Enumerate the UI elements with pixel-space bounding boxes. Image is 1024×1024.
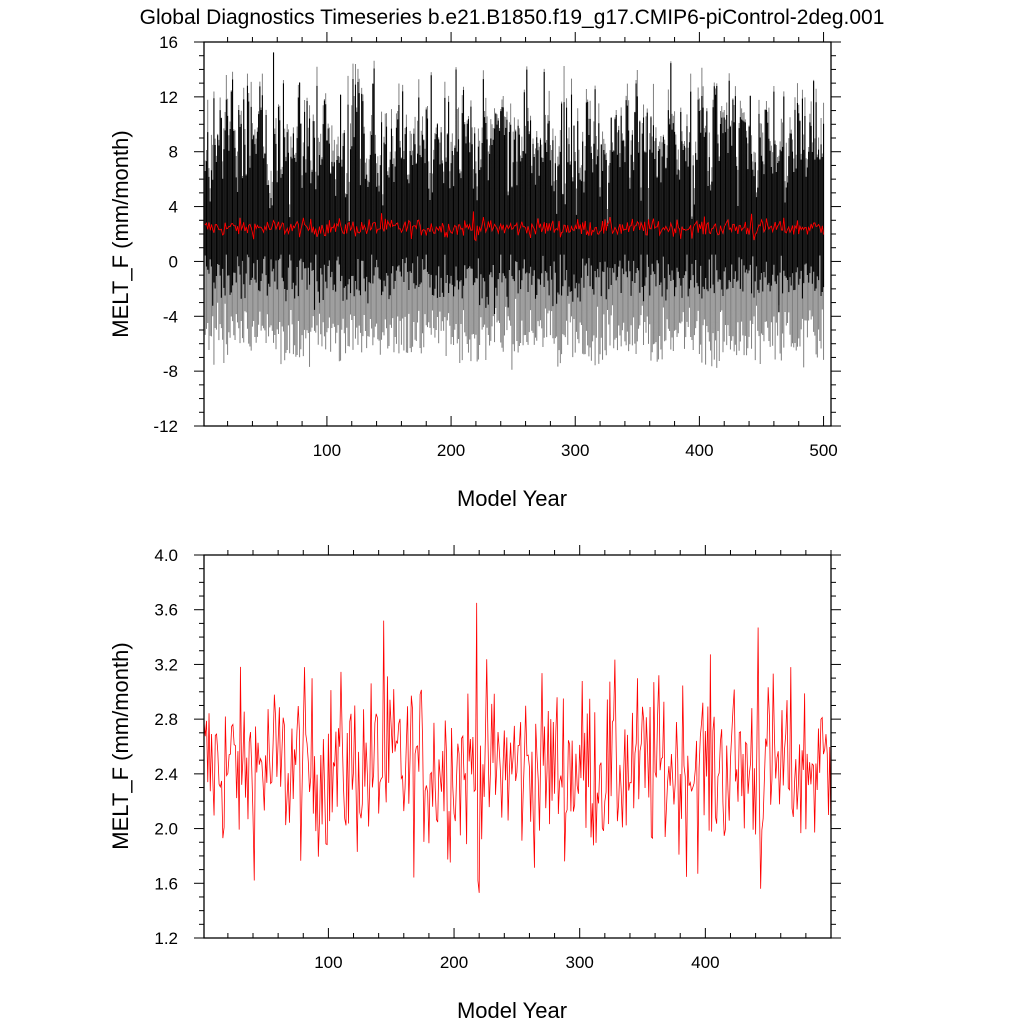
annual-y-axis-label: MELT_F (mm/month): [108, 642, 133, 849]
annual-y-tick-label: 2.4: [154, 765, 178, 784]
monthly-y-tick-label: -12: [153, 417, 178, 436]
monthly-y-tick-label: 0: [169, 252, 178, 271]
annual-mean-line: [203, 602, 832, 893]
monthly-ticks: 100 200 300 400 500 -12 -8 -4 0 4 8 12 16: [153, 32, 841, 460]
monthly-panel-annual-mean-line: [203, 211, 824, 242]
annual-y-tick-label: 1.6: [154, 874, 178, 893]
annual-x-tick-label: 200: [440, 953, 468, 972]
annual-x-tick-label: 100: [314, 953, 342, 972]
annual-y-tick-label: 3.6: [154, 601, 178, 620]
monthly-y-axis-label: MELT_F (mm/month): [108, 130, 133, 337]
annual-y-tick-label: 2.8: [154, 710, 178, 729]
monthly-x-tick-label: 100: [313, 441, 341, 460]
annual-y-tick-label: 3.2: [154, 655, 178, 674]
annual-ticks: 100 200 300 400 1.2 1.6 2.0 2.4 2.8 3.2 3.6 4.0: [154, 545, 841, 972]
annual-panel: 100 200 300 400 1.2 1.6 2.0 2.4 2.8 3.2 3.6 4.0 Mod…: [108, 545, 841, 1023]
chart-title: Global Diagnostics Timeseries b.e21.B185…: [140, 6, 885, 29]
annual-y-tick-label: 1.2: [154, 929, 178, 948]
monthly-y-tick-label: 12: [159, 88, 178, 107]
monthly-y-tick-label: -4: [163, 307, 178, 326]
annual-y-tick-label: 4.0: [154, 546, 178, 565]
monthly-x-tick-label: 500: [809, 441, 837, 460]
monthly-panel: 100 200 300 400 500 -12 -8 -4 0 4 8 12 16 Model Year…: [108, 32, 841, 511]
annual-x-tick-label: 400: [691, 953, 719, 972]
monthly-x-tick-label: 200: [437, 441, 465, 460]
annual-x-axis-label: Model Year: [457, 998, 567, 1023]
annual-data: [203, 602, 832, 893]
annual-y-tick-label: 2.0: [154, 820, 178, 839]
monthly-y-tick-label: 16: [159, 33, 178, 52]
monthly-y-tick-label: 4: [169, 198, 178, 217]
monthly-x-axis-label: Model Year: [457, 486, 567, 511]
monthly-x-tick-label: 300: [561, 441, 589, 460]
annual-x-tick-label: 300: [566, 953, 594, 972]
monthly-y-tick-label: -8: [163, 362, 178, 381]
monthly-y-tick-label: 8: [169, 143, 178, 162]
monthly-x-tick-label: 400: [685, 441, 713, 460]
